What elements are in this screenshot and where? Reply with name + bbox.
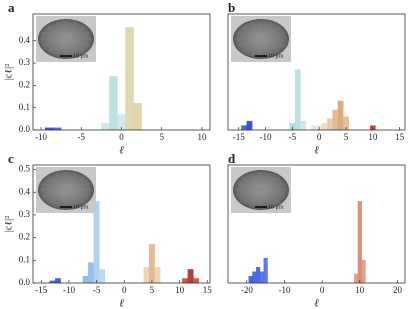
scale-bar-label: 10 μm <box>73 204 89 210</box>
inset-spoke <box>41 31 91 47</box>
bar <box>259 271 264 284</box>
x-tick-label: 5 <box>344 132 349 142</box>
y-tick-label: 0.2 <box>19 232 30 242</box>
x-tick-label: -10 <box>63 285 75 295</box>
bar <box>149 244 155 284</box>
panel-label: b <box>228 0 235 15</box>
bar <box>99 269 106 284</box>
inset-spoke <box>236 182 286 198</box>
bar <box>93 201 100 284</box>
bar <box>354 273 359 284</box>
inset-image: 10 μm <box>36 167 96 213</box>
bar <box>300 120 306 131</box>
x-tick-label: 10 <box>197 132 207 142</box>
axis-box <box>32 164 211 284</box>
x-tick-label: -5 <box>78 132 86 142</box>
bar <box>248 276 253 284</box>
inset-image: 10 μm <box>231 167 291 213</box>
y-tick-label: 0.4 <box>19 186 31 196</box>
bar <box>154 266 161 284</box>
x-axis-label: ℓ <box>119 298 124 309</box>
y-axis-label: |cℓ|² <box>3 64 14 80</box>
x-tick-label: -10 <box>260 132 272 142</box>
bar <box>327 118 333 131</box>
inset-spoke <box>41 182 91 198</box>
x-tick-label: 5 <box>150 285 155 295</box>
y-tick-label: 0.5 <box>19 164 31 174</box>
y-tick-label: 0.3 <box>19 209 31 219</box>
x-axis-label: ℓ <box>314 145 319 157</box>
axis-box <box>227 164 406 284</box>
y-tick-label: 0.0 <box>19 277 31 287</box>
panel-label: d <box>228 151 236 166</box>
x-tick-label: 10 <box>355 285 365 295</box>
x-tick-label: -15 <box>35 285 47 295</box>
bar <box>294 69 301 131</box>
inset-image: 10 μm <box>231 16 291 62</box>
x-tick-label: 20 <box>393 285 403 295</box>
scale-bar-label: 10 μm <box>73 53 89 59</box>
bar <box>182 278 189 284</box>
inset-image: 10 μm <box>36 16 96 62</box>
x-tick-label: -5 <box>289 132 297 142</box>
inset-spoke <box>236 31 286 47</box>
y-tick-label: 0.2 <box>19 79 30 89</box>
bar <box>252 271 257 284</box>
x-tick-label: -15 <box>233 132 245 142</box>
bar <box>54 278 61 284</box>
bar <box>101 123 110 131</box>
x-tick-label: 10 <box>175 285 185 295</box>
bar <box>357 201 362 284</box>
bar <box>241 125 247 131</box>
x-axis-label: ℓ <box>314 298 319 309</box>
y-tick-label: 0.1 <box>19 102 30 112</box>
x-tick-label: -5 <box>93 285 101 295</box>
bar <box>143 266 150 284</box>
x-tick-label: -20 <box>241 285 253 295</box>
x-tick-label: -10 <box>278 285 290 295</box>
bar <box>263 257 268 284</box>
scale-bar-label: 10 μm <box>268 204 284 210</box>
panel-label: a <box>8 0 15 15</box>
x-tick-label: -10 <box>35 132 47 142</box>
x-tick-label: 15 <box>203 285 213 295</box>
bar <box>125 27 134 131</box>
x-tick-label: 0 <box>317 132 322 142</box>
y-tick-label: 0.0 <box>19 124 31 134</box>
x-tick-label: 5 <box>159 132 164 142</box>
bar <box>246 120 253 131</box>
bar <box>361 260 366 284</box>
axis-box <box>227 13 406 131</box>
bar <box>310 125 317 131</box>
scale-bar-label: 10 μm <box>268 53 284 59</box>
panel-label: c <box>8 151 14 166</box>
bar <box>82 276 89 284</box>
bar <box>88 262 94 284</box>
y-tick-label: 0.3 <box>19 57 31 67</box>
bar <box>187 269 194 284</box>
y-axis-label: |cℓ|² <box>3 216 14 232</box>
bar <box>256 266 261 284</box>
x-tick-label: 10 <box>368 132 378 142</box>
x-axis-label: ℓ <box>119 145 124 157</box>
y-tick-label: 0.4 <box>19 35 31 45</box>
bar <box>133 103 142 131</box>
x-tick-label: 0 <box>320 285 325 295</box>
x-tick-label: 0 <box>122 285 127 295</box>
y-tick-label: 0.1 <box>19 254 30 264</box>
bar <box>332 109 339 131</box>
bar <box>337 100 344 131</box>
bar <box>193 278 200 284</box>
x-tick-label: 0 <box>119 132 124 142</box>
x-tick-label: 15 <box>395 132 405 142</box>
bar <box>321 123 328 131</box>
bar <box>109 76 118 131</box>
